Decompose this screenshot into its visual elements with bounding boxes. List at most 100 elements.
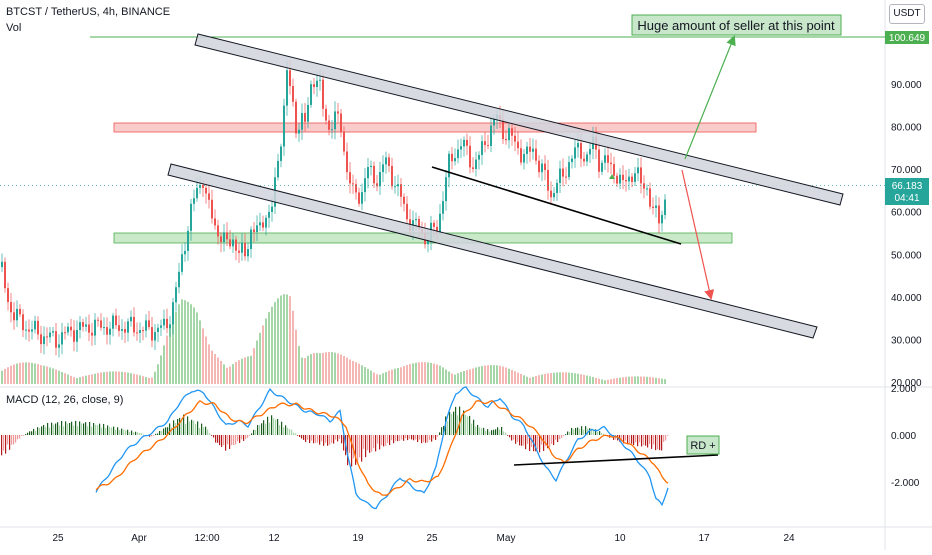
candle-body (457, 149, 459, 159)
candle-body (346, 151, 348, 173)
histogram-bar (595, 429, 597, 435)
candle-body (64, 332, 66, 334)
histogram-bar (15, 435, 17, 443)
histogram-bar (25, 434, 27, 435)
volume-bar (520, 373, 522, 384)
rsi-divergence-trendline[interactable] (431, 166, 682, 245)
histogram-bar (529, 435, 531, 451)
lower-channel-bar[interactable] (167, 163, 818, 339)
volume-bar (580, 374, 582, 384)
histogram-bar (549, 435, 551, 447)
candle-body (148, 320, 150, 328)
histogram-bar (391, 435, 393, 441)
histogram-bar (649, 435, 651, 444)
up-arrow[interactable] (684, 35, 736, 160)
candle-body (541, 163, 543, 173)
candle-body (289, 70, 291, 87)
volume-bar (502, 366, 504, 384)
countdown-text: 04:41 (894, 193, 919, 204)
volume-bar (532, 376, 534, 384)
histogram-bar (119, 430, 121, 435)
histogram-bar (303, 435, 305, 440)
volume-bar (61, 371, 63, 384)
volume-bar (547, 373, 549, 384)
candle-body (301, 113, 303, 130)
macd-axis[interactable]: 2.000 0.000 -2.000 (891, 384, 920, 489)
histogram-bar (41, 426, 43, 435)
macd-divergence-trendline[interactable] (513, 454, 719, 466)
volume-bar (220, 360, 222, 384)
volume-bar (277, 298, 279, 384)
candle-body (259, 222, 261, 226)
candle-body (652, 206, 654, 208)
histogram-bar (133, 432, 135, 435)
histogram-bar (645, 435, 647, 446)
histogram-bar (657, 435, 659, 450)
down-arrow[interactable] (681, 169, 715, 300)
candle-body (316, 80, 318, 87)
histogram-bar (49, 427, 51, 435)
histogram-bar (611, 435, 613, 438)
volume-bar (349, 359, 351, 384)
volume-bar (655, 377, 657, 384)
candle-body (166, 318, 168, 329)
volume-bar (391, 369, 393, 384)
histogram-bar (61, 420, 63, 435)
volume-bar (274, 302, 276, 384)
histogram-bar (325, 435, 327, 443)
candle-body (637, 167, 639, 174)
histogram-bar (137, 432, 139, 435)
volume-bar (328, 352, 330, 384)
candle-body (400, 184, 402, 197)
candle-body (226, 232, 228, 240)
histogram-bar (279, 425, 281, 435)
volume-bar (115, 371, 117, 384)
volume-bar (481, 366, 483, 384)
time-tick-label: 19 (352, 533, 364, 544)
volume-bar (319, 353, 321, 384)
candle-body (568, 162, 570, 178)
volume-bar (133, 373, 135, 384)
histogram-bar (59, 425, 61, 435)
histogram-bar (371, 435, 373, 452)
price-axis[interactable]: 90.000 80.000 70.000 60.000 50.000 40.000 30.0… (891, 80, 922, 389)
histogram-bar (245, 435, 247, 440)
volume-bar (10, 365, 12, 384)
top-note-box[interactable]: Huge amount of seller at this point (631, 14, 842, 36)
channel[interactable] (167, 33, 844, 339)
volume-bar (400, 367, 402, 384)
candle-body (379, 172, 381, 187)
histogram-bar (411, 435, 413, 440)
candle-body (70, 326, 72, 331)
volume-bar (454, 374, 456, 384)
histogram-bar (425, 435, 427, 443)
candle-body (43, 336, 45, 345)
volume-bar (55, 369, 57, 384)
candle-body (598, 149, 600, 172)
histogram-bar (487, 429, 489, 435)
volume-bar (442, 367, 444, 384)
upper-channel-bar[interactable] (194, 33, 844, 206)
volume-bar (247, 356, 249, 384)
histogram-bar (397, 435, 399, 442)
currency-button[interactable]: USDT (889, 4, 925, 24)
histogram-bar (31, 431, 33, 435)
histogram-bar (491, 430, 493, 435)
volume-bar (205, 336, 207, 384)
candle-body (535, 148, 537, 161)
histogram-bar (43, 424, 45, 435)
volume-bar (550, 373, 552, 384)
candle-body (256, 225, 258, 233)
histogram-bar (27, 432, 29, 435)
time-tick-label: 10 (614, 533, 626, 544)
candle-body (349, 172, 351, 184)
volume-bar (619, 377, 621, 384)
rd-note-box[interactable]: RD + (686, 435, 720, 455)
resistance-zone[interactable] (113, 122, 757, 133)
volume-bar (373, 372, 375, 384)
histogram-bar (141, 433, 143, 435)
volume-bar (505, 367, 507, 384)
time-axis[interactable]: 25 Apr 12:00 12 19 25 May 10 17 24 (52, 533, 795, 544)
